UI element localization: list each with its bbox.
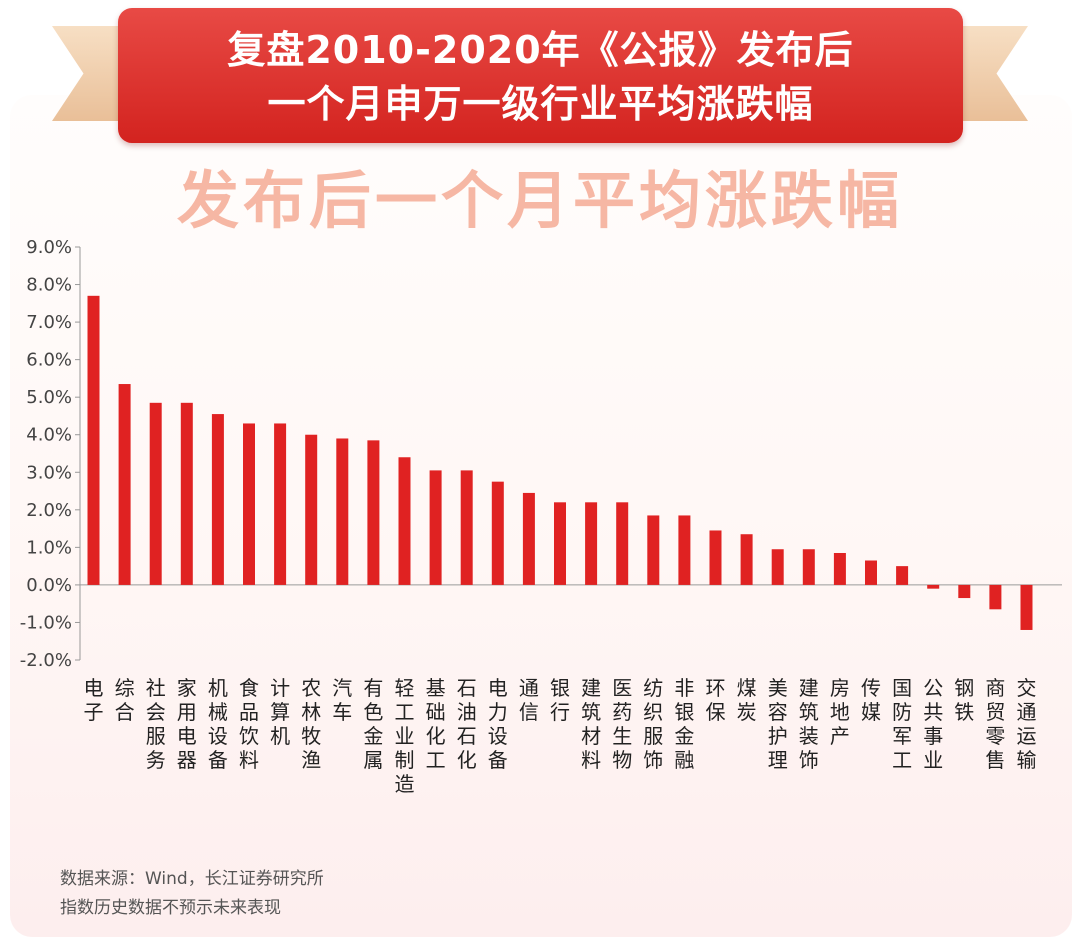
bar [989, 584, 1002, 610]
x-tick-label: 商贸零售 [985, 676, 1005, 772]
y-axis: 9.0% 8.0% 7.0% 6.0% 5.0% 4.0% 3.0% 2.0% 1.0% 0.0%… [20, 237, 1062, 671]
bar [771, 549, 784, 585]
bar [927, 584, 940, 589]
y-tick-label: 4.0% [26, 425, 72, 446]
source-note: 数据来源：Wind，长江证券研究所 [60, 869, 324, 889]
disclaimer-note: 指数历史数据不预示未来表现 [60, 898, 281, 918]
x-tick-label: 建筑材料 [581, 676, 601, 772]
bar [243, 423, 255, 585]
title-banner: 复盘2010-2020年《公报》发布后 一个月申万一级行业平均涨跌幅 [118, 8, 963, 143]
x-tick-label: 计算机 [270, 676, 290, 748]
banner-title-line2: 一个月申万一级行业平均涨跌幅 [267, 82, 814, 126]
bar [833, 552, 846, 585]
bar [491, 481, 504, 585]
bar [305, 434, 318, 585]
y-tick-label: -1.0% [20, 612, 72, 633]
y-tick-label: -2.0% [20, 650, 72, 671]
bar [865, 560, 877, 585]
x-tick-label: 美容护理 [768, 676, 788, 772]
x-tick-label: 非银金融 [674, 676, 694, 772]
x-tick-label: 环保 [706, 676, 726, 724]
bar [398, 457, 411, 585]
bar [802, 549, 815, 585]
x-tick-label: 传媒 [861, 676, 881, 724]
y-tick-label: 7.0% [26, 312, 72, 333]
x-tick-label: 房地产 [830, 676, 850, 748]
x-tick-label: 食品饮料 [239, 676, 259, 772]
bar [616, 502, 629, 585]
bar [118, 384, 131, 585]
x-tick-label: 建筑装饰 [799, 676, 819, 772]
bar [429, 470, 442, 585]
x-tick-label: 石油石化 [457, 676, 477, 772]
bar [709, 530, 722, 585]
bar [740, 534, 753, 585]
x-tick-label: 交通运输 [1017, 676, 1037, 772]
bar [896, 566, 909, 585]
bar [958, 584, 971, 599]
x-tick-label: 医药生物 [612, 676, 632, 772]
x-tick-label: 国防军工 [892, 676, 912, 772]
x-tick-label: 有色金属 [363, 676, 383, 772]
y-tick-label: 0.0% [26, 575, 72, 596]
x-axis-labels: 电子综合社会服务家用电器机械设备食品饮料计算机农林牧渔汽车有色金属轻工业制造基础… [84, 676, 1037, 796]
x-tick-label: 电力设备 [488, 676, 508, 772]
x-tick-label: 钢铁 [954, 676, 974, 724]
x-tick-label: 银行 [550, 676, 570, 724]
y-tick-label: 2.0% [26, 500, 72, 521]
bar [585, 502, 598, 585]
y-tick-label: 3.0% [26, 462, 72, 483]
y-tick-label: 1.0% [26, 537, 72, 558]
bar [87, 295, 100, 585]
x-tick-label: 农林牧渔 [301, 676, 321, 772]
y-tick-label: 9.0% [26, 237, 72, 258]
bar [180, 402, 193, 585]
y-tick-label: 5.0% [26, 387, 72, 408]
x-tick-label: 电子 [84, 676, 104, 724]
x-tick-label: 基础化工 [426, 676, 446, 772]
bar [274, 423, 287, 585]
bar [211, 414, 224, 585]
bar [647, 515, 660, 585]
x-tick-label: 综合 [115, 676, 135, 724]
x-tick-label: 纺织服饰 [643, 676, 663, 772]
bar [367, 440, 380, 585]
x-tick-label: 机械设备 [208, 676, 228, 772]
x-tick-label: 轻工业制造 [395, 676, 415, 796]
bars [87, 295, 1033, 630]
bar [678, 515, 691, 585]
chart-title: 发布后一个月平均涨跌幅 [176, 164, 903, 237]
x-tick-label: 家用电器 [177, 676, 197, 772]
x-tick-label: 通信 [519, 676, 539, 724]
bar [554, 502, 566, 585]
x-tick-label: 公共事业 [923, 676, 943, 772]
bar [1020, 584, 1033, 630]
bar [522, 492, 535, 585]
x-tick-label: 汽车 [332, 676, 352, 724]
bar [149, 402, 162, 585]
x-tick-label: 煤炭 [737, 676, 757, 724]
bar [460, 470, 473, 585]
y-tick-label: 6.0% [26, 350, 72, 371]
banner-title-line1: 复盘2010-2020年《公报》发布后 [227, 28, 854, 72]
x-tick-label: 社会服务 [146, 676, 166, 772]
y-tick-label: 8.0% [26, 275, 72, 296]
bar [336, 438, 349, 585]
